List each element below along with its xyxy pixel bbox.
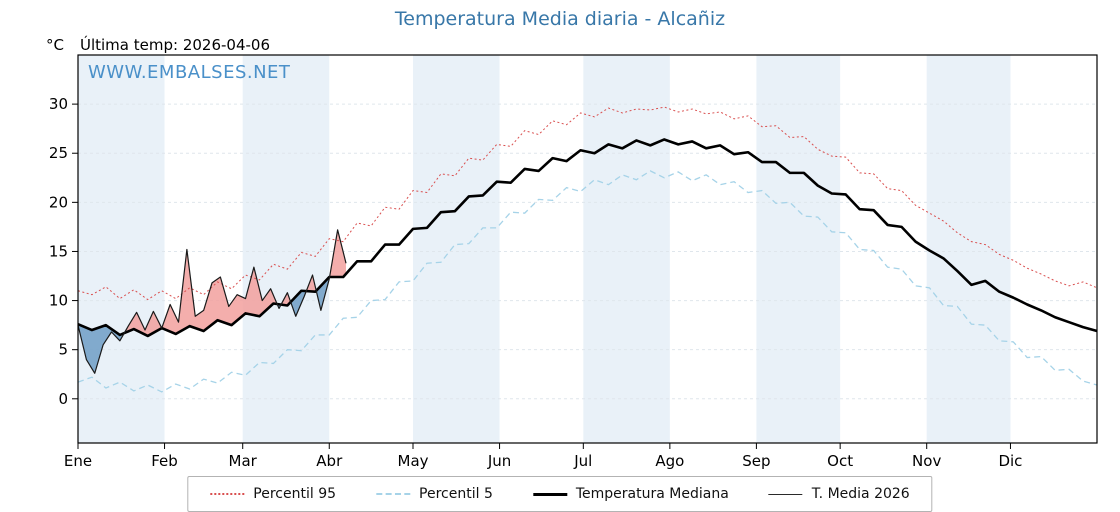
x-tick-label: Jun <box>487 452 511 470</box>
y-tick-label: 30 <box>49 95 68 113</box>
x-tick-label: Oct <box>827 452 853 470</box>
legend-label-p95: Percentil 95 <box>253 486 337 502</box>
legend: Percentil 95 Percentil 5 Temperatura Media… <box>187 476 933 512</box>
y-tick-label: 25 <box>49 144 68 162</box>
month-band <box>583 55 670 443</box>
legend-line-p5 <box>376 493 411 495</box>
month-band <box>926 55 1011 443</box>
x-tick-label: Dic <box>998 452 1022 470</box>
legend-line-mediana <box>532 492 567 496</box>
x-tick-label: Mar <box>229 452 258 470</box>
x-tick-label: Jul <box>573 452 592 470</box>
percentil-95-line <box>77 106 1098 301</box>
legend-line-p95 <box>210 493 245 495</box>
t-media-2026-line <box>77 229 347 374</box>
fill-above-median <box>329 229 347 279</box>
y-tick-label: 5 <box>58 341 68 359</box>
chart-header: °C Última temp: 2026-04-06 <box>46 36 270 54</box>
plot-border <box>77 54 1098 444</box>
fill-above-median <box>124 249 277 336</box>
chart-title: Temperatura Media diaria - Alcañiz <box>394 8 726 30</box>
temperatura-mediana-line <box>77 138 1098 338</box>
temperature-chart: 0 5 10 15 20 25 30 Ene Feb Mar Abr May Jun Jul Ago Sep O… <box>49 54 1098 470</box>
x-tick-label: May <box>398 452 429 470</box>
month-band <box>78 55 165 443</box>
x-tick-label: Nov <box>912 452 941 470</box>
legend-label-t2026: T. Media 2026 <box>811 486 910 502</box>
legend-line-t2026 <box>768 493 803 495</box>
y-tick-label: 0 <box>58 390 68 408</box>
month-band <box>413 55 500 443</box>
last-temp-label: Última temp: 2026-04-06 <box>79 36 270 54</box>
fill-above-median <box>280 292 291 306</box>
watermark-embalses: WWW.EMBALSES.NET <box>88 62 291 83</box>
fill-below-median <box>315 276 330 311</box>
month-band <box>242 55 330 443</box>
x-tick-label: Ago <box>655 452 684 470</box>
month-band <box>756 55 841 443</box>
y-tick-label: 10 <box>49 292 68 310</box>
fill-above-median <box>305 275 316 294</box>
x-tick-label: Abr <box>316 452 343 470</box>
legend-item-t2026: T. Media 2026 <box>768 486 910 502</box>
legend-label-p5: Percentil 5 <box>419 486 493 502</box>
x-tick-label: Feb <box>151 452 178 470</box>
legend-item-p95: Percentil 95 <box>210 486 336 502</box>
y-tick-label: 20 <box>49 193 68 211</box>
percentil-5-line <box>77 170 1098 393</box>
x-tick-label: Ene <box>64 452 92 470</box>
fill-below-median <box>78 324 125 374</box>
legend-label-mediana: Temperatura Mediana <box>575 486 729 502</box>
y-unit-label: °C <box>46 36 64 54</box>
legend-item-mediana: Temperatura Mediana <box>532 486 729 502</box>
y-tick-label: 15 <box>49 242 68 260</box>
legend-item-p5: Percentil 5 <box>376 486 493 502</box>
x-tick-label: Sep <box>742 452 770 470</box>
